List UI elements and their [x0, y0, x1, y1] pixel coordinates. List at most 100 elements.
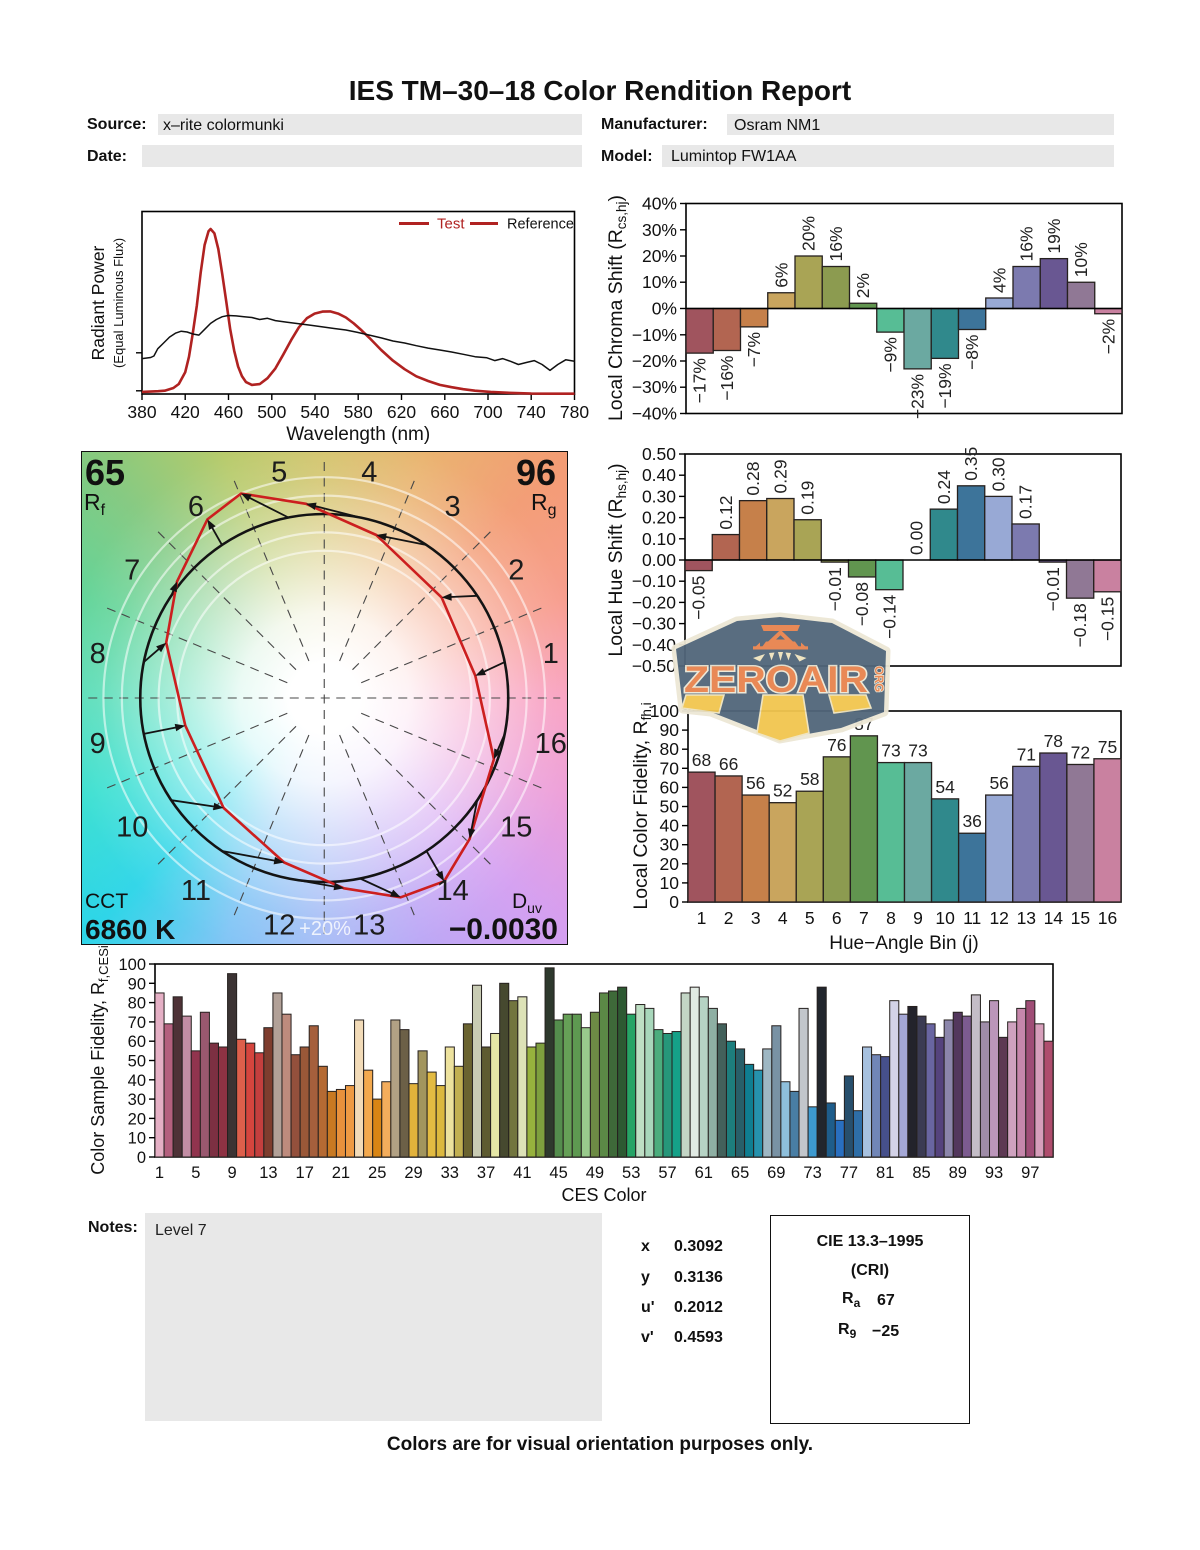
svg-text:4: 4: [778, 908, 788, 928]
svg-text:Test: Test: [437, 216, 465, 233]
svg-text:0: 0: [669, 892, 679, 912]
svg-text:16: 16: [535, 728, 567, 760]
svg-text:1: 1: [697, 908, 707, 928]
svg-text:20%: 20%: [642, 246, 677, 266]
svg-text:540: 540: [300, 402, 329, 422]
svg-text:−30%: −30%: [632, 377, 677, 397]
svg-text:0.12: 0.12: [716, 496, 736, 530]
svg-text:96: 96: [516, 452, 556, 493]
svg-text:−8%: −8%: [962, 335, 982, 371]
svg-text:30%: 30%: [642, 220, 677, 240]
svg-text:1: 1: [543, 638, 559, 670]
svg-text:40: 40: [128, 1072, 146, 1090]
svg-text:−20%: −20%: [632, 351, 677, 371]
svg-text:Local Color Fidelity, Rfh,i: Local Color Fidelity, Rfh,i: [630, 702, 654, 909]
svg-text:37: 37: [477, 1164, 495, 1182]
svg-text:77: 77: [840, 1164, 858, 1182]
svg-text:380: 380: [127, 402, 156, 422]
svg-text:0%: 0%: [652, 299, 677, 319]
svg-text:6%: 6%: [771, 263, 791, 288]
svg-text:0.17: 0.17: [1016, 485, 1036, 519]
svg-text:−9%: −9%: [880, 337, 900, 373]
svg-text:ORG: ORG: [872, 666, 884, 692]
svg-text:Local Hue Shift (Rhs,hj): Local Hue Shift (Rhs,hj): [605, 463, 629, 656]
svg-text:73: 73: [908, 741, 927, 761]
svg-text:57: 57: [658, 1164, 676, 1182]
svg-text:−7%: −7%: [744, 332, 764, 368]
svg-text:10: 10: [128, 1130, 146, 1148]
svg-text:−0.01: −0.01: [825, 567, 845, 611]
svg-text:460: 460: [214, 402, 243, 422]
svg-text:12: 12: [989, 908, 1008, 928]
svg-text:72: 72: [1071, 743, 1090, 763]
svg-text:−0.10: −0.10: [632, 571, 677, 591]
svg-text:0.00: 0.00: [642, 550, 676, 570]
svg-text:−0.18: −0.18: [1070, 603, 1090, 647]
svg-text:CES Color: CES Color: [561, 1185, 646, 1205]
svg-text:14: 14: [436, 875, 468, 907]
svg-text:−0.14: −0.14: [879, 594, 899, 639]
svg-text:11: 11: [963, 908, 981, 928]
svg-text:+20%: +20%: [299, 918, 351, 940]
svg-text:CCT: CCT: [85, 890, 128, 913]
svg-text:6860 K: 6860 K: [85, 914, 175, 945]
svg-text:90: 90: [128, 975, 146, 993]
svg-text:93: 93: [985, 1164, 1003, 1182]
svg-text:61: 61: [695, 1164, 713, 1182]
svg-text:8: 8: [886, 908, 896, 928]
svg-text:7: 7: [859, 908, 869, 928]
svg-text:−17%: −17%: [690, 358, 710, 403]
svg-text:89: 89: [949, 1164, 967, 1182]
svg-text:40: 40: [660, 816, 680, 836]
svg-text:100: 100: [650, 701, 679, 721]
svg-text:−19%: −19%: [935, 363, 955, 408]
svg-text:−23%: −23%: [908, 374, 928, 419]
svg-text:81: 81: [876, 1164, 894, 1182]
svg-text:−0.30: −0.30: [632, 614, 677, 634]
svg-text:85: 85: [912, 1164, 930, 1182]
svg-text:−0.15: −0.15: [1097, 597, 1117, 641]
svg-text:10: 10: [660, 873, 680, 893]
svg-text:6: 6: [832, 908, 842, 928]
svg-text:0.30: 0.30: [642, 486, 676, 506]
svg-text:2: 2: [724, 908, 734, 928]
svg-text:2: 2: [508, 555, 524, 587]
svg-text:Local Chroma Shift (Rcs,hj): Local Chroma Shift (Rcs,hj): [605, 195, 629, 421]
svg-text:21: 21: [332, 1164, 350, 1182]
svg-text:13: 13: [259, 1164, 277, 1182]
svg-text:−40%: −40%: [632, 404, 677, 424]
svg-text:71: 71: [1017, 744, 1036, 764]
svg-text:−0.01: −0.01: [1043, 567, 1063, 611]
svg-text:Reference: Reference: [507, 217, 574, 233]
svg-text:66: 66: [719, 754, 738, 774]
svg-text:19%: 19%: [1044, 219, 1064, 254]
svg-text:29: 29: [404, 1164, 422, 1182]
svg-text:0.40: 0.40: [642, 465, 676, 485]
svg-text:−0.20: −0.20: [632, 592, 677, 612]
svg-text:16: 16: [1098, 908, 1117, 928]
svg-text:73: 73: [803, 1164, 821, 1182]
svg-text:Radiant Power: Radiant Power: [88, 245, 108, 360]
svg-text:9: 9: [913, 908, 923, 928]
svg-text:68: 68: [692, 750, 711, 770]
svg-text:65: 65: [85, 452, 125, 493]
svg-text:8: 8: [90, 638, 106, 670]
svg-text:0: 0: [137, 1149, 146, 1167]
svg-text:56: 56: [746, 773, 765, 793]
svg-text:14: 14: [1044, 908, 1064, 928]
svg-text:73: 73: [881, 741, 900, 761]
svg-text:10%: 10%: [642, 272, 677, 292]
svg-text:660: 660: [430, 402, 459, 422]
svg-text:Color Sample Fidelity, Rf,CESi: Color Sample Fidelity, Rf,CESi: [88, 945, 111, 1175]
svg-text:10%: 10%: [1071, 242, 1091, 277]
svg-text:5: 5: [191, 1164, 200, 1182]
svg-text:3: 3: [445, 491, 461, 523]
svg-text:580: 580: [344, 402, 373, 422]
svg-text:9: 9: [228, 1164, 237, 1182]
svg-text:80: 80: [660, 739, 680, 759]
svg-text:56: 56: [989, 773, 1008, 793]
svg-text:0.19: 0.19: [798, 481, 818, 515]
svg-text:40%: 40%: [642, 194, 677, 214]
svg-text:15: 15: [1071, 908, 1090, 928]
svg-text:70: 70: [128, 1014, 146, 1032]
